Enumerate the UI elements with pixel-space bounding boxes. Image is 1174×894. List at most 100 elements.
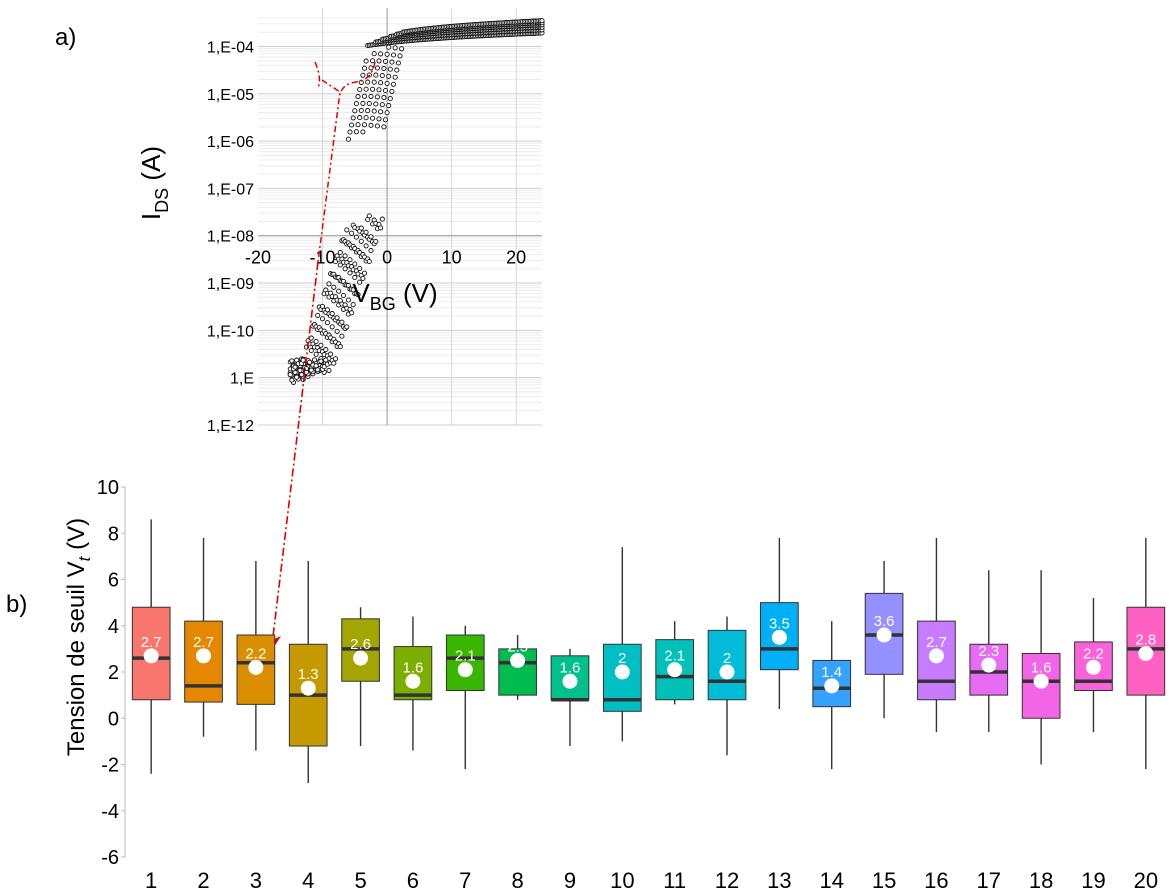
box-mean-dot xyxy=(824,678,840,694)
box-mean-dot xyxy=(667,662,683,678)
plot-a-data-point xyxy=(387,66,393,72)
plot-a-data-point xyxy=(392,74,398,80)
box-mean-label: 1.6 xyxy=(402,659,423,676)
box-mean-dot xyxy=(981,657,997,673)
plot-b-x-tick-label: 5 xyxy=(354,868,366,893)
plot-b-y-tick-label: 6 xyxy=(108,570,119,592)
plot-a-data-point xyxy=(353,129,359,135)
plot-a-data-point xyxy=(300,357,306,363)
box-mean-label: 2.5 xyxy=(507,638,528,655)
plot-a-data-point xyxy=(324,307,330,313)
plot-a-data-point xyxy=(378,225,384,231)
plot-a-data-points xyxy=(287,18,545,385)
plot-a-data-point xyxy=(318,342,324,348)
plot-a-data-point xyxy=(366,100,372,107)
box-mean-dot xyxy=(876,627,892,643)
plot-a-x-tick-label: 20 xyxy=(506,248,526,268)
box-mean-dot xyxy=(1033,673,1049,689)
plot-a-data-point xyxy=(371,108,377,114)
plot-a-data-point xyxy=(368,234,374,240)
plot-a-data-point xyxy=(361,93,368,99)
plot-a-data-point xyxy=(336,288,342,294)
plot-a-data-point xyxy=(376,87,382,93)
plot-a-data-point xyxy=(384,110,390,116)
plot-b-boxes: 2.7 2.7 2.2 1.3 2.6 1.6 2.1 2.5 1.6 2 2.1 2 3.5 1.4 3.… xyxy=(131,519,1166,783)
box-mean-dot xyxy=(300,680,316,696)
plot-a-data-point xyxy=(337,249,343,256)
box-mean-label: 2.7 xyxy=(193,634,214,651)
plot-a-data-point xyxy=(386,73,392,79)
plot-a-data-point xyxy=(332,356,339,362)
plot-b-x-tick-label: 4 xyxy=(302,868,314,893)
plot-b-y-axis-label: Tension de seuil Vt (V) xyxy=(63,518,94,756)
box-mean-label: 3.5 xyxy=(769,615,790,632)
plot-a-data-point xyxy=(352,274,358,281)
plot-a-data-point xyxy=(339,333,345,339)
plot-a-data-point xyxy=(308,367,314,373)
plot-b-y-tick-label: 8 xyxy=(108,523,119,545)
box-6 xyxy=(393,646,433,701)
plot-b-x-tick-label: 6 xyxy=(407,868,419,893)
plot-a-data-point xyxy=(313,338,319,345)
plot-a-data-point xyxy=(334,328,340,334)
plot-a-data-point xyxy=(379,216,385,222)
plot-a-data-point xyxy=(308,347,314,354)
plot-b-y-tick-label: 4 xyxy=(108,616,119,638)
plot-a-data-point xyxy=(357,86,363,93)
plot-a-data-point xyxy=(344,324,350,330)
plot-a-data-point xyxy=(361,122,368,128)
plot-b-y-tick-label: -6 xyxy=(101,847,119,869)
plot-b-y-axis-label-unit: (V) xyxy=(63,518,90,557)
box-mean-dot xyxy=(248,659,264,675)
panel-label-b: b) xyxy=(6,591,27,618)
plot-b-x-tick-label: 8 xyxy=(512,868,524,893)
plot-a-data-point xyxy=(361,270,368,276)
plot-b-x-tick-label: 20 xyxy=(1134,868,1158,893)
plot-a-y-axis-label: IDS (A) xyxy=(136,146,172,220)
plot-a-data-point xyxy=(289,377,295,383)
plot-b-x-tick-label: 19 xyxy=(1081,868,1105,893)
box-mean-label: 2.7 xyxy=(926,634,947,651)
link-arrow xyxy=(263,261,319,650)
plot-a-x-axis-label-sub: BG xyxy=(370,294,396,314)
box-mean-label: 1.4 xyxy=(821,664,842,681)
plot-a-y-tick-label: 1,E-04 xyxy=(207,39,254,56)
box-mean-dot xyxy=(614,664,630,680)
plot-a-data-point xyxy=(395,60,401,66)
plot-b-x-tick-label: 18 xyxy=(1029,868,1053,893)
box-mean-dot xyxy=(353,650,369,666)
plot-a-data-point xyxy=(378,51,384,57)
plot-a-data-point xyxy=(352,261,358,267)
plot-a-data-point xyxy=(363,115,369,121)
plot-a-data-point xyxy=(299,372,305,378)
box-mean-label: 2.6 xyxy=(350,636,371,653)
plot-a-data-point xyxy=(349,230,355,236)
plot-a-data-point xyxy=(344,227,350,233)
plot-a-data-point xyxy=(315,312,321,318)
plot-a-data-point xyxy=(329,324,335,330)
plot-b-x-tick-label: 11 xyxy=(663,868,686,893)
plot-a-data-point xyxy=(376,58,382,64)
plot-a-x-tick-label: -10 xyxy=(310,248,336,268)
plot-b-x-tick-label: 16 xyxy=(924,868,948,893)
plot-a-y-tick-label: 1,E-05 xyxy=(207,87,254,104)
plot-a-data-point xyxy=(313,351,319,357)
plot-a-y-axis-label-sub: DS xyxy=(152,188,172,213)
plot-a-data-point xyxy=(382,87,389,94)
plot-a-data-point xyxy=(340,292,347,299)
plot-a-data-point xyxy=(360,129,366,135)
plot-a-x-tick-labels: -20 -10 0 10 20 xyxy=(245,248,526,268)
plot-b-x-tick-label: 15 xyxy=(872,868,896,893)
plot-a-data-point xyxy=(379,73,385,79)
plot-a-y-tick-labels: 1,E-12 1,E 1,E-10 1,E-09 1,E-08 1,E-07 1,E-06 1… xyxy=(207,39,254,435)
plot-a-data-point xyxy=(355,292,361,298)
plot-b-x-tick-label: 7 xyxy=(459,868,471,893)
plot-a-data-point xyxy=(331,360,337,366)
box-mean-dot xyxy=(510,652,526,668)
plot-a-data-point xyxy=(292,364,298,370)
box-mean-label: 2.1 xyxy=(455,648,476,665)
plot-a-data-point xyxy=(331,284,337,290)
plot-a-data-point xyxy=(297,367,303,373)
